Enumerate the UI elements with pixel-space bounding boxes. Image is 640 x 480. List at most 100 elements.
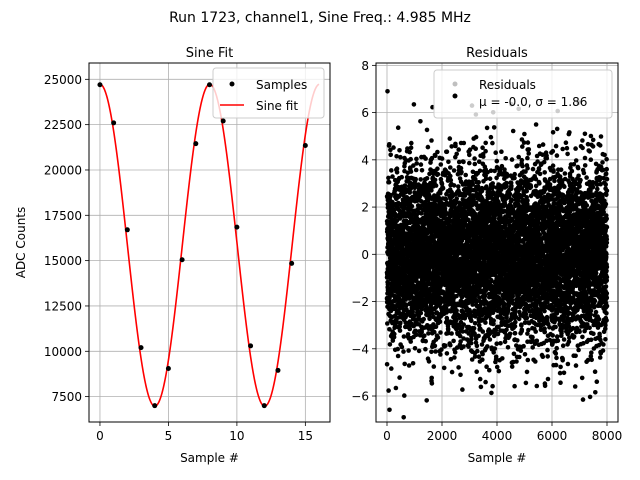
- residual-point: [384, 362, 390, 367]
- residual-point: [494, 158, 500, 164]
- sample-point: [289, 260, 295, 266]
- sample-point: [152, 403, 158, 409]
- residual-point: [514, 359, 519, 364]
- residual-point: [483, 148, 488, 154]
- residual-point: [472, 161, 478, 167]
- residual-point: [418, 162, 424, 167]
- sample-point: [207, 82, 212, 88]
- residual-point: [519, 323, 524, 328]
- residual-point: [505, 307, 511, 313]
- residual-point: [505, 345, 511, 350]
- residual-point: [452, 355, 457, 360]
- residual-point: [513, 319, 518, 325]
- residual-point: [390, 199, 395, 205]
- residual-point: [387, 407, 392, 413]
- residual-point: [423, 156, 428, 161]
- sine-fit-xlabel: Sample #: [180, 451, 239, 465]
- residual-point: [385, 321, 390, 326]
- residual-point: [473, 146, 479, 151]
- residual-point: [468, 340, 474, 346]
- residual-point: [463, 172, 469, 178]
- residual-point: [389, 168, 394, 173]
- residual-point: [490, 383, 495, 389]
- residual-point: [402, 361, 408, 367]
- sine-fit-ytick-label: 25000: [44, 73, 82, 87]
- legend-samples-label: Samples: [256, 78, 307, 92]
- residual-point: [487, 176, 493, 181]
- sample-point: [220, 118, 226, 124]
- sample-point: [193, 141, 199, 147]
- residual-point: [386, 179, 392, 185]
- residual-point: [500, 356, 505, 361]
- residual-point: [476, 180, 482, 185]
- residual-point: [493, 150, 499, 155]
- sine-fit-ytick-label: 15000: [44, 254, 82, 268]
- residual-point: [491, 125, 497, 130]
- residual-point: [392, 331, 397, 337]
- residual-point: [482, 293, 488, 299]
- residual-point: [469, 336, 474, 342]
- residual-point: [449, 331, 454, 336]
- residual-point: [405, 332, 411, 337]
- residual-point: [504, 327, 509, 333]
- residual-point: [387, 142, 392, 147]
- residual-point: [516, 316, 522, 322]
- sine-fit-xtick-label: 0: [96, 429, 104, 443]
- residual-point: [394, 170, 400, 175]
- residual-point: [402, 393, 407, 398]
- residual-point: [517, 354, 522, 360]
- residual-point: [398, 154, 403, 160]
- residual-point: [402, 183, 408, 188]
- sample-point: [261, 403, 267, 409]
- residual-point: [480, 145, 485, 150]
- legend-sine-fit-label: Sine fit: [256, 99, 298, 113]
- residual-point: [446, 159, 451, 165]
- residual-point: [401, 349, 406, 354]
- residual-point: [424, 127, 430, 133]
- residual-point: [461, 344, 466, 349]
- residual-point: [480, 351, 485, 357]
- residual-point: [471, 326, 477, 331]
- residual-point: [424, 398, 430, 403]
- residual-point: [444, 149, 450, 154]
- residual-point: [480, 329, 486, 334]
- residual-point: [438, 330, 443, 335]
- residual-point: [509, 364, 515, 369]
- residual-point: [512, 171, 517, 177]
- residual-point: [414, 156, 419, 162]
- residual-point: [387, 327, 392, 332]
- residual-point: [395, 346, 401, 352]
- residual-point: [494, 364, 500, 370]
- residual-point: [483, 320, 488, 325]
- residual-point: [502, 302, 508, 307]
- residual-point: [413, 176, 419, 182]
- residual-point: [480, 357, 485, 363]
- residual-point: [448, 342, 453, 348]
- sine-fit-ytick-label: 22500: [44, 118, 82, 132]
- sample-point: [124, 227, 130, 233]
- residual-point: [409, 204, 415, 209]
- residual-point: [406, 363, 412, 368]
- residual-point: [485, 344, 490, 349]
- residual-point: [437, 319, 443, 325]
- residual-point: [433, 349, 438, 354]
- residual-point: [408, 181, 413, 187]
- residual-point: [493, 354, 499, 360]
- residual-point: [483, 379, 488, 385]
- residual-point: [395, 353, 401, 359]
- residual-point: [405, 146, 410, 151]
- sine-fit-title: Sine Fit: [186, 46, 233, 61]
- residual-point: [388, 308, 394, 314]
- residual-point: [399, 174, 405, 180]
- residual-point: [487, 337, 493, 342]
- legend-samples-marker: [229, 81, 235, 87]
- residual-point: [390, 338, 396, 343]
- residual-point: [388, 192, 393, 198]
- residual-point: [433, 183, 439, 188]
- residual-point: [454, 151, 460, 157]
- residual-point: [484, 125, 490, 131]
- residual-point: [489, 390, 494, 396]
- residual-point: [394, 318, 399, 324]
- residual-point: [395, 125, 401, 130]
